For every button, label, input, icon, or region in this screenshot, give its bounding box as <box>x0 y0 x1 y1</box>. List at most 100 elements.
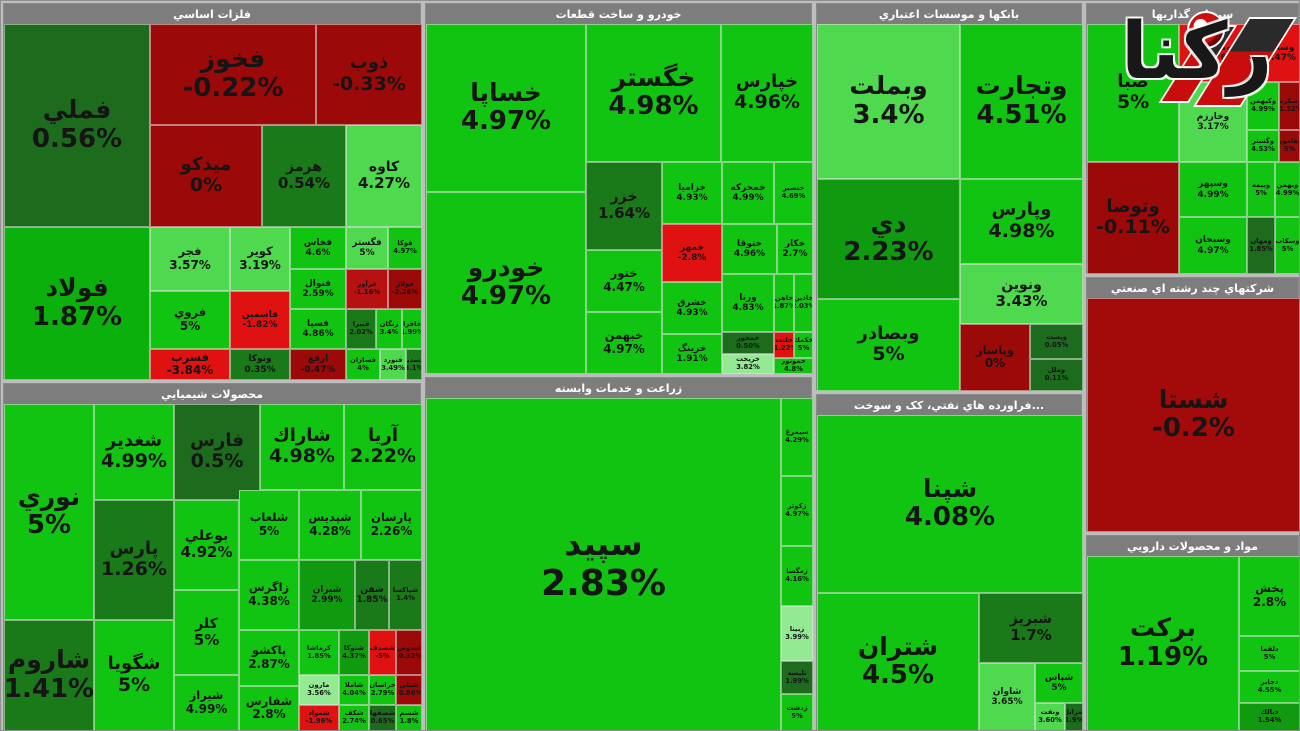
stock-tile[interactable]: وپاسار 0% <box>960 324 1030 391</box>
stock-tile[interactable]: شگويا 5% <box>94 620 174 730</box>
stock-tile[interactable]: خنصير 4.69% <box>774 162 813 224</box>
stock-tile[interactable]: شپديس 4.28% <box>299 490 361 560</box>
stock-tile[interactable]: شاوان 3.65% <box>979 663 1035 730</box>
stock-tile[interactable]: وسخوز -3.47% <box>1257 24 1299 82</box>
stock-tile[interactable]: كرماشا 1.85% <box>299 630 339 675</box>
stock-tile[interactable]: خاهن1.87% <box>774 274 794 332</box>
stock-tile[interactable]: سپيد 2.83% <box>426 398 781 730</box>
stock-tile[interactable]: آريا 2.22% <box>344 404 422 490</box>
stock-tile[interactable]: پارس 1.26% <box>94 500 174 620</box>
stock-tile[interactable]: پخش 2.8% <box>1239 556 1299 636</box>
stock-tile[interactable]: خودرو 4.97% <box>426 192 586 374</box>
stock-tile[interactable]: خساپا 4.97% <box>426 24 586 192</box>
stock-tile[interactable]: شستا -0.2% <box>1087 298 1299 532</box>
stock-tile[interactable]: زنگان 3.4% <box>376 309 402 349</box>
stock-tile[interactable]: دلقما 5% <box>1239 636 1299 671</box>
stock-tile[interactable]: شفارس 2.8% <box>239 686 299 730</box>
stock-tile[interactable]: وسپهر 4.99% <box>1179 162 1247 217</box>
stock-tile[interactable]: خگستر 4.98% <box>586 24 721 162</box>
stock-tile[interactable]: شاملا 4.04% <box>339 675 369 705</box>
stock-tile[interactable]: خزاميا 4.93% <box>662 162 722 224</box>
stock-tile[interactable]: وتوصا -0.11% <box>1087 162 1179 274</box>
stock-tile[interactable]: شصفها 0.65% <box>369 705 396 730</box>
stock-tile[interactable]: فروي 5% <box>150 291 230 349</box>
stock-tile[interactable]: وخارزم 3.17% <box>1179 82 1247 162</box>
stock-tile[interactable]: ذوب -0.33% <box>316 24 422 125</box>
stock-tile[interactable]: فولاد 1.87% <box>4 227 150 380</box>
stock-tile[interactable]: وسبحان 4.97% <box>1179 217 1247 274</box>
stock-tile[interactable]: فخاس 4.6% <box>290 227 346 269</box>
stock-tile[interactable]: خريخت 3.82% <box>722 354 774 374</box>
stock-tile[interactable]: وپست 0.05% <box>1030 324 1083 359</box>
stock-tile[interactable]: شپلي -0.86% <box>396 675 422 705</box>
stock-tile[interactable]: وتوكا 0.35% <box>230 349 290 380</box>
stock-tile[interactable]: زمگسا 4.16% <box>781 546 813 606</box>
stock-tile[interactable]: شتران 4.5% <box>817 593 979 730</box>
stock-tile[interactable]: وپارس 4.98% <box>960 179 1083 264</box>
stock-tile[interactable]: وگستر 4.53% <box>1247 130 1279 162</box>
stock-tile[interactable]: صبا 5% <box>1087 24 1179 162</box>
stock-tile[interactable]: خاذين2.03% <box>794 274 813 332</box>
stock-tile[interactable]: دبالك 1.54% <box>1239 703 1299 730</box>
stock-tile[interactable]: شرانل1.9% <box>1065 703 1083 730</box>
stock-tile[interactable]: دي 2.23% <box>817 179 960 299</box>
stock-tile[interactable]: ونيكي -4.76% <box>1179 24 1257 82</box>
stock-tile[interactable]: فسديد3.1% <box>406 349 422 380</box>
stock-tile[interactable]: خمحور 0.50% <box>722 332 774 354</box>
stock-tile[interactable]: وبهمن 4.99% <box>1275 162 1299 217</box>
stock-tile[interactable]: زاگرس 4.38% <box>239 560 299 630</box>
stock-tile[interactable]: شپاكسا 1.4% <box>389 560 422 630</box>
stock-tile[interactable]: دجابر 4.55% <box>1239 671 1299 703</box>
stock-tile[interactable]: كوير 3.19% <box>230 227 290 291</box>
stock-tile[interactable]: خكار 2.7% <box>777 224 813 274</box>
stock-tile[interactable]: هرمز 0.54% <box>262 125 346 227</box>
stock-tile[interactable]: فسپا 4.86% <box>290 309 346 349</box>
stock-tile[interactable]: خرينگ 1.91% <box>662 334 722 374</box>
stock-tile[interactable]: شيراز 4.99% <box>174 675 239 730</box>
stock-tile[interactable]: فخوز -0.22% <box>150 24 316 125</box>
stock-tile[interactable]: وبيمه 5% <box>1247 162 1275 217</box>
stock-tile[interactable]: فافزا1.99% <box>402 309 422 349</box>
stock-tile[interactable]: فنورد 3.49% <box>380 349 406 380</box>
stock-tile[interactable]: خزر 1.64% <box>586 162 662 250</box>
stock-tile[interactable]: ختور 4.47% <box>586 250 662 312</box>
stock-tile[interactable]: شپاس 5% <box>1035 663 1083 703</box>
stock-tile[interactable]: تليسه 1.99% <box>781 661 813 694</box>
stock-tile[interactable]: فنوال 2.59% <box>290 269 346 309</box>
stock-tile[interactable]: شلعاب 5% <box>239 490 299 560</box>
stock-tile[interactable]: سيمرغ 4.29% <box>781 398 813 476</box>
stock-tile[interactable]: فولاژ -2.26% <box>388 269 422 309</box>
stock-tile[interactable]: وملل 0.11% <box>1030 359 1083 391</box>
stock-tile[interactable]: خشرق 4.93% <box>662 282 722 334</box>
stock-tile[interactable]: نوري 5% <box>4 404 94 620</box>
stock-tile[interactable]: شمواد -1.96% <box>299 705 339 730</box>
stock-tile[interactable]: پاكشو 2.87% <box>239 630 299 686</box>
stock-tile[interactable]: بوعلي 4.92% <box>174 500 239 590</box>
stock-tile[interactable]: خپارس 4.96% <box>721 24 813 162</box>
stock-tile[interactable]: كاوه 4.27% <box>346 125 422 227</box>
stock-tile[interactable]: شغدير 4.99% <box>94 404 174 500</box>
stock-tile[interactable]: پارسان 2.26% <box>361 490 422 560</box>
stock-tile[interactable]: شاروم 1.41% <box>4 620 94 730</box>
stock-tile[interactable]: ميدكو 0% <box>150 125 262 227</box>
stock-tile[interactable]: ونفت 3.60% <box>1035 703 1065 730</box>
stock-tile[interactable]: ورنا 4.83% <box>722 274 774 332</box>
stock-tile[interactable]: خراسان 2.79% <box>369 675 396 705</box>
stock-tile[interactable]: شاراك 4.98% <box>260 404 344 490</box>
stock-tile[interactable]: شفن 1.85% <box>355 560 389 630</box>
stock-tile[interactable]: وبملت 3.4% <box>817 24 960 179</box>
stock-tile[interactable]: زبينا 3.99% <box>781 606 813 661</box>
stock-tile[interactable]: وسكرما-1.52% <box>1279 82 1299 130</box>
stock-tile[interactable]: فسازان 4% <box>346 349 380 380</box>
stock-tile[interactable]: شپنا 4.08% <box>817 415 1083 593</box>
stock-tile[interactable]: شبريز 1.7% <box>979 593 1083 663</box>
stock-tile[interactable]: فارس 0.5% <box>174 404 260 500</box>
stock-tile[interactable]: خمحركه 4.99% <box>722 162 774 224</box>
stock-tile[interactable]: ختوقا 4.96% <box>722 224 777 274</box>
stock-tile[interactable]: زدشت 5% <box>781 694 813 730</box>
stock-tile[interactable]: خموتور 4.8% <box>774 358 813 374</box>
stock-tile[interactable]: شدوص -0.32% <box>396 630 422 675</box>
stock-tile[interactable]: وهامون5% <box>1279 130 1299 162</box>
stock-tile[interactable]: وبصادر 5% <box>817 299 960 391</box>
stock-tile[interactable]: كلر 5% <box>174 590 239 675</box>
